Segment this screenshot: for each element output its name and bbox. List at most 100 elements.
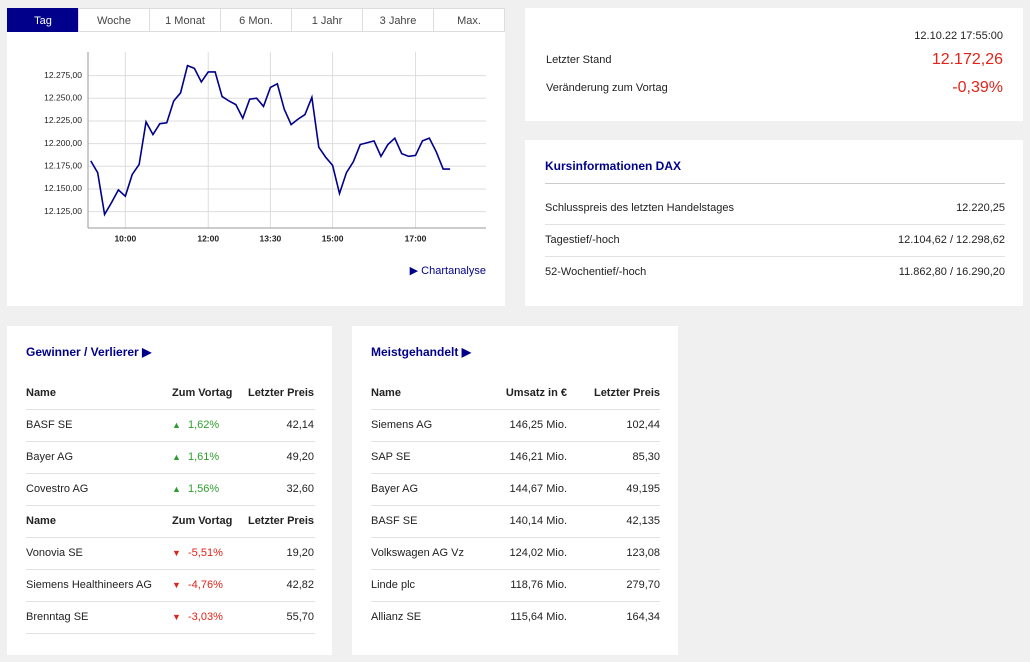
last-value: 12.172,26 [931,51,1003,68]
turnover: 144,67 Mio. [509,483,567,495]
price: 19,20 [286,547,314,559]
stock-name[interactable]: Siemens Healthineers AG [26,579,152,591]
stock-name[interactable]: Siemens AG [371,419,433,431]
column-header: Name [26,387,56,399]
price: 42,82 [286,579,314,591]
column-header: Zum Vortag [172,515,233,527]
most-traded-title[interactable]: Meistgehandelt ▶ [371,345,471,359]
direction-icon: ▼ [172,548,181,558]
tab[interactable]: 6 Mon. [220,8,292,32]
tab[interactable]: Woche [78,8,150,32]
divider [545,183,1005,184]
stock-name[interactable]: BASF SE [26,419,73,431]
column-header: Name [371,387,401,399]
turnover: 124,02 Mio. [509,547,567,559]
most-traded-panel: Meistgehandelt ▶ Name Umsatz in € Letzter … [352,326,678,655]
divider [26,569,315,570]
divider [371,441,660,442]
chart-link-text[interactable]: Chartanalyse [421,265,486,277]
price: 49,20 [286,451,314,463]
turnover: 146,25 Mio. [509,419,567,431]
info-label: Schlusspreis des letzten Handelstages [545,202,734,214]
price: 279,70 [626,579,660,591]
stock-name[interactable]: Brenntag SE [26,611,89,623]
price-line [90,64,451,217]
timestamp: 12.10.22 17:55:00 [914,30,1003,42]
y-tick-label: 12.250,00 [44,93,82,103]
divider [26,601,315,602]
info-value: 11.862,80 / 16.290,20 [898,266,1005,278]
price: 123,08 [626,547,660,559]
tab[interactable]: Max. [433,8,505,32]
direction-icon: ▲ [172,484,181,494]
divider [371,409,660,410]
info-title: Kursinformationen DAX [545,159,682,173]
divider [26,409,315,410]
price: 32,60 [286,483,314,495]
info-panel: Kursinformationen DAX Schlusspreis des l… [525,140,1023,306]
column-header: Umsatz in € [505,387,567,399]
divider [26,441,315,442]
y-tick-label: 12.175,00 [44,161,82,171]
divider [371,569,660,570]
change: 1,56% [188,483,220,495]
quote-panel: 12.10.22 17:55:00 Letzter Stand 12.172,2… [525,8,1023,121]
most-traded-title-text[interactable]: Meistgehandelt [371,345,459,359]
divider [26,633,315,634]
column-header: Zum Vortag [172,387,233,399]
price: 42,135 [626,515,660,527]
column-header: Letzter Preis [593,387,660,399]
x-tick-label: 17:00 [405,233,427,243]
turnover: 115,64 Mio. [510,611,567,623]
direction-icon: ▼ [172,580,181,590]
y-tick-label: 12.150,00 [44,183,82,193]
chart-link[interactable]: ▶ Chartanalyse [409,265,486,277]
stock-name[interactable]: Bayer AG [371,483,419,495]
chart-panel: Tag Woche 1 Monat 6 Mon. 1 Jahr 3 Jahre Max. 1… [7,8,505,306]
column-header: Letzter Preis [247,387,314,399]
stock-name[interactable]: SAP SE [371,451,411,463]
price: 42,14 [286,419,314,431]
y-tick-label: 12.200,00 [44,138,82,148]
price: 85,30 [632,451,660,463]
y-tick-label: 12.125,00 [44,206,82,216]
movers-title[interactable]: Gewinner / Verlierer ▶ [26,345,152,359]
info-value: 12.220,25 [956,202,1005,214]
stock-name[interactable]: Volkswagen AG Vz [371,547,464,559]
divider [545,256,1005,257]
tab[interactable]: 1 Monat [149,8,221,32]
tab[interactable]: 3 Jahre [362,8,434,32]
y-tick-label: 12.275,00 [44,70,82,80]
price: 49,195 [626,483,660,495]
stock-name[interactable]: Allianz SE [371,611,422,623]
divider [26,473,315,474]
info-label: Tagestief/-hoch [545,234,620,246]
divider [371,473,660,474]
change: -4,76% [188,579,223,591]
direction-icon: ▲ [172,452,181,462]
movers-panel: Gewinner / Verlierer ▶ Name Zum Vortag Let… [7,326,332,655]
stock-name[interactable]: BASF SE [371,515,418,527]
change-label: Veränderung zum Vortag [546,82,668,94]
stock-name[interactable]: Linde plc [371,579,416,591]
stock-name[interactable]: Covestro AG [26,483,89,495]
direction-icon: ▼ [172,612,181,622]
x-tick-label: 10:00 [114,233,136,243]
tab[interactable]: Tag [7,8,79,32]
movers-title-text[interactable]: Gewinner / Verlierer [26,345,139,359]
change-value: -0,39% [952,79,1003,96]
change: -3,03% [188,611,223,623]
stock-name[interactable]: Bayer AG [26,451,74,463]
x-tick-label: 12:00 [197,233,219,243]
turnover: 146,21 Mio. [509,451,567,463]
divider [371,537,660,538]
price: 55,70 [286,611,314,623]
turnover: 118,76 Mio. [510,579,567,591]
divider [26,537,315,538]
chart: 12.125,00 12.150,00 12.175,00 12.200,00 12.2… [44,52,486,243]
column-header: Letzter Preis [247,515,314,527]
tab[interactable]: 1 Jahr [291,8,363,32]
turnover: 140,14 Mio. [509,515,567,527]
stock-name[interactable]: Vonovia SE [26,547,83,559]
